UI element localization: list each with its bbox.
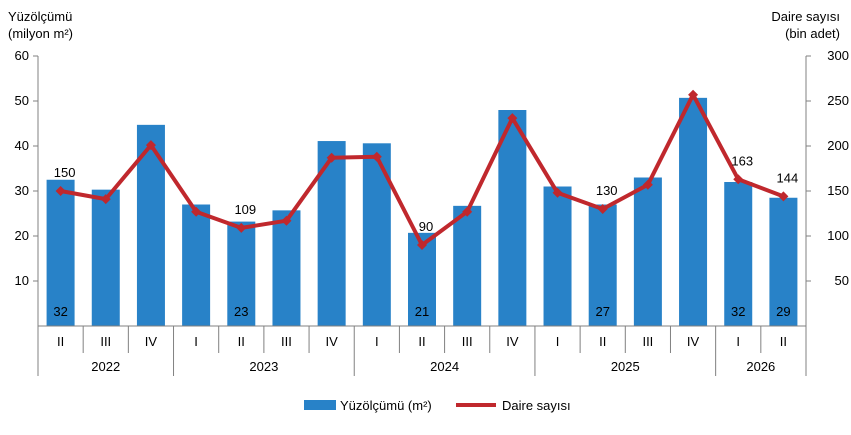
x-cat-label-2: IV — [145, 334, 158, 349]
line-point-0 — [55, 186, 66, 196]
legend-bar-label: Yüzölçümü (m²) — [340, 398, 432, 413]
line-point-2 — [145, 140, 156, 151]
x-cat-label-8: II — [418, 334, 425, 349]
line-point-5 — [281, 215, 292, 226]
line-value-label-16: 144 — [777, 170, 799, 185]
legend-bar-swatch — [304, 400, 336, 410]
line-series — [55, 89, 789, 250]
line-point-13 — [642, 179, 653, 190]
legend: Yüzölçümü (m²) Daire sayısı — [304, 398, 571, 413]
bar-5 — [272, 210, 301, 326]
bar-13 — [633, 177, 662, 326]
year-label-4: 2026 — [746, 359, 775, 374]
bar-value-label-0: 32 — [53, 304, 67, 319]
left-axis-title-line1: Yüzölçümü — [8, 9, 72, 24]
left-tick-label-3: 40 — [15, 138, 29, 153]
line-point-12 — [597, 204, 608, 214]
bar-15 — [724, 182, 753, 326]
line-value-label-15: 163 — [731, 153, 753, 168]
right-axis-title-line1: Daire sayısı — [771, 9, 840, 24]
left-tick-label-0: 10 — [15, 273, 29, 288]
bar-10 — [498, 110, 527, 326]
right-tick-label-3: 200 — [827, 138, 849, 153]
bar-series — [46, 97, 798, 326]
bar-3 — [182, 204, 211, 326]
x-cat-label-15: I — [736, 334, 740, 349]
x-cat-label-4: II — [238, 334, 245, 349]
bar-9 — [453, 205, 482, 326]
line-point-3 — [191, 206, 202, 217]
year-label-2: 2024 — [430, 359, 459, 374]
bar-11 — [543, 186, 572, 326]
bar-value-label-8: 21 — [415, 304, 429, 319]
x-cat-label-0: II — [57, 334, 64, 349]
x-cat-label-6: IV — [325, 334, 338, 349]
line-point-10 — [507, 113, 518, 124]
x-cat-label-13: III — [642, 334, 653, 349]
line-value-label-8: 90 — [419, 219, 433, 234]
bar-4 — [227, 221, 256, 326]
bar-value-label-15: 32 — [731, 304, 745, 319]
year-label-1: 2023 — [249, 359, 278, 374]
line-point-7 — [371, 151, 382, 162]
line-point-14 — [688, 89, 699, 100]
right-tick-label-5: 300 — [827, 48, 849, 63]
x-cat-label-12: II — [599, 334, 606, 349]
left-tick-label-5: 60 — [15, 48, 29, 63]
left-axis-title-line2: (milyon m²) — [8, 26, 73, 41]
x-cat-label-5: III — [281, 334, 292, 349]
x-cat-label-11: I — [556, 334, 560, 349]
left-tick-label-4: 50 — [15, 93, 29, 108]
x-cat-label-16: II — [780, 334, 787, 349]
right-tick-label-4: 250 — [827, 93, 849, 108]
line-value-label-4: 109 — [234, 202, 256, 217]
line-point-11 — [552, 187, 563, 198]
right-tick-label-0: 50 — [835, 273, 849, 288]
bar-1 — [91, 189, 120, 326]
bar-value-label-12: 27 — [595, 304, 609, 319]
bar-0 — [46, 179, 75, 326]
bar-7 — [362, 143, 391, 326]
x-cat-label-3: I — [194, 334, 198, 349]
left-tick-label-1: 20 — [15, 228, 29, 243]
left-tick-label-2: 30 — [15, 183, 29, 198]
bar-14 — [679, 97, 708, 326]
line-point-8 — [417, 240, 427, 250]
line-value-label-12: 130 — [596, 183, 618, 198]
line-point-4 — [236, 222, 247, 233]
line-point-1 — [100, 194, 111, 205]
bar-value-label-16: 29 — [776, 304, 790, 319]
x-cat-label-10: IV — [506, 334, 519, 349]
x-cat-label-1: III — [100, 334, 111, 349]
line-value-label-0: 150 — [54, 165, 76, 180]
x-cat-label-9: III — [462, 334, 473, 349]
line-point-9 — [462, 206, 473, 217]
bar-value-label-4: 23 — [234, 304, 248, 319]
line-point-16 — [778, 191, 789, 202]
line-point-6 — [326, 152, 337, 163]
legend-line-label: Daire sayısı — [502, 398, 571, 413]
bar-12 — [588, 204, 617, 326]
right-tick-label-2: 150 — [827, 183, 849, 198]
data-labels: 32 23 21 27 32 29 150 109 90 130 163 144 — [53, 153, 798, 319]
x-cat-label-7: I — [375, 334, 379, 349]
x-cat-label-14: IV — [687, 334, 700, 349]
year-label-0: 2022 — [91, 359, 120, 374]
line-point-15 — [733, 174, 744, 185]
right-tick-label-1: 100 — [827, 228, 849, 243]
year-label-3: 2025 — [611, 359, 640, 374]
right-axis-title-line2: (bin adet) — [785, 26, 840, 41]
bar-16 — [769, 197, 798, 326]
